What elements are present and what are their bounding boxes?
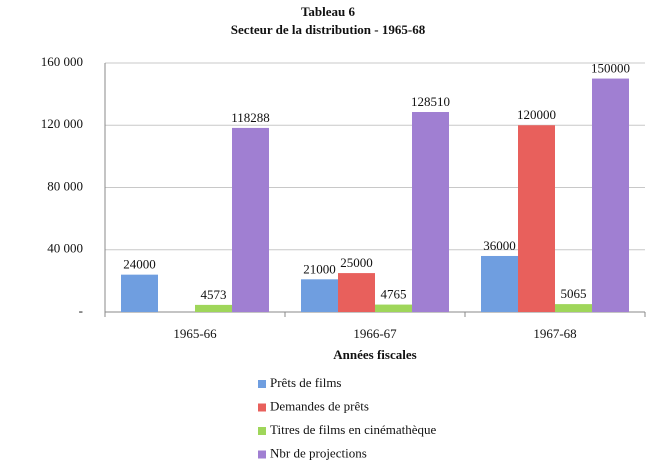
bar xyxy=(338,273,375,312)
bar xyxy=(195,304,232,312)
data-label: 120000 xyxy=(517,107,556,122)
legend-label: Titres de films en cinémathèque xyxy=(270,422,437,437)
bar xyxy=(412,112,449,312)
legend-swatch xyxy=(258,380,266,388)
data-label: 25000 xyxy=(340,255,373,270)
data-label: 5065 xyxy=(561,286,587,301)
legend-label: Demandes de prêts xyxy=(270,398,369,413)
chart-title: Tableau 6 xyxy=(301,4,356,19)
data-label: 128510 xyxy=(411,94,450,109)
bar xyxy=(121,274,158,312)
bar xyxy=(518,125,555,312)
bar xyxy=(555,304,592,312)
legend-label: Nbr de projections xyxy=(270,445,367,460)
bar xyxy=(232,127,269,312)
y-tick-label: 40 000 xyxy=(47,241,83,256)
y-tick-label: 80 000 xyxy=(47,178,83,193)
bar xyxy=(592,78,629,312)
y-tick-label: - xyxy=(79,303,83,318)
x-tick-label: 1966-67 xyxy=(353,326,397,341)
data-label: 118288 xyxy=(231,110,270,125)
x-axis-label: Années fiscales xyxy=(333,347,416,362)
bar xyxy=(375,304,412,312)
data-label: 4765 xyxy=(381,287,407,302)
legend-swatch xyxy=(258,403,266,412)
legend-swatch xyxy=(258,450,266,459)
bar xyxy=(481,255,518,312)
data-label: 4573 xyxy=(201,287,227,302)
x-tick-label: 1965-66 xyxy=(173,326,217,341)
y-tick-label: 160 000 xyxy=(41,54,83,69)
y-tick-label: 120 000 xyxy=(41,116,83,131)
data-label: 150000 xyxy=(591,61,630,76)
data-label: 21000 xyxy=(303,261,336,276)
data-label: 36000 xyxy=(483,238,516,253)
x-tick-label: 1967-68 xyxy=(533,326,576,341)
chart-subtitle: Secteur de la distribution - 1965-68 xyxy=(231,22,426,37)
legend-label: Prêts de films xyxy=(270,375,342,390)
data-label: 24000 xyxy=(123,257,156,272)
legend-swatch xyxy=(258,427,266,435)
bar xyxy=(301,279,338,312)
